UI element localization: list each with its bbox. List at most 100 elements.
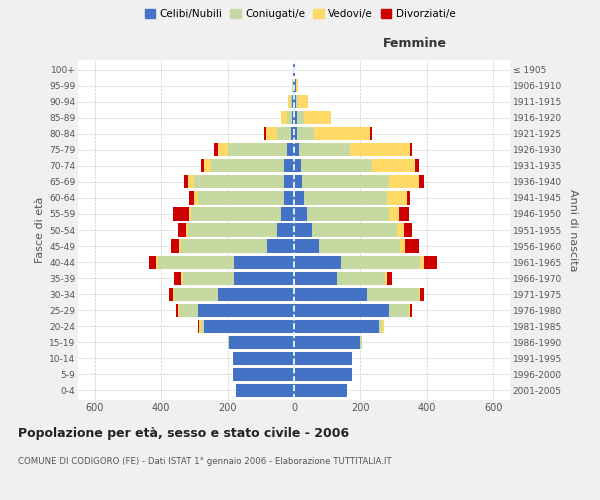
Bar: [314, 127, 370, 140]
Bar: [294, 336, 361, 349]
Bar: [234, 272, 294, 284]
Bar: [389, 176, 419, 188]
Legend: Celibi/Nubili, Coniugati/e, Vedovi/e, Divorziati/e: Celibi/Nubili, Coniugati/e, Vedovi/e, Di…: [140, 5, 460, 24]
Bar: [149, 256, 156, 268]
Bar: [294, 224, 312, 236]
Bar: [419, 176, 424, 188]
Bar: [294, 111, 298, 124]
Bar: [287, 111, 292, 124]
Bar: [281, 208, 294, 220]
Bar: [229, 336, 294, 349]
Bar: [234, 256, 294, 268]
Bar: [201, 320, 204, 333]
Bar: [296, 79, 298, 92]
Bar: [176, 304, 178, 317]
Bar: [294, 127, 298, 140]
Bar: [294, 256, 341, 268]
Text: COMUNE DI CODIGORO (FE) - Dati ISTAT 1° gennaio 2006 - Elaborazione TUTTITALIA.I: COMUNE DI CODIGORO (FE) - Dati ISTAT 1° …: [18, 458, 392, 466]
Bar: [287, 143, 294, 156]
Bar: [181, 272, 182, 284]
Bar: [350, 143, 410, 156]
Bar: [294, 240, 319, 252]
Bar: [290, 95, 292, 108]
Bar: [197, 192, 284, 204]
Bar: [277, 127, 290, 140]
Bar: [398, 208, 409, 220]
Bar: [420, 288, 424, 300]
Bar: [211, 160, 284, 172]
Bar: [173, 288, 175, 300]
Bar: [194, 192, 197, 204]
Bar: [389, 208, 398, 220]
Bar: [277, 224, 294, 236]
Bar: [294, 192, 304, 204]
Bar: [294, 176, 302, 188]
Bar: [424, 256, 437, 268]
Bar: [169, 288, 173, 300]
Bar: [218, 288, 294, 300]
Bar: [298, 95, 308, 108]
Bar: [298, 111, 304, 124]
Bar: [204, 160, 211, 172]
Bar: [227, 336, 229, 349]
Bar: [233, 368, 294, 381]
Bar: [190, 208, 191, 220]
Bar: [294, 63, 295, 76]
Bar: [194, 176, 284, 188]
Bar: [191, 208, 281, 220]
Bar: [367, 288, 419, 300]
Bar: [284, 192, 294, 204]
Bar: [156, 256, 158, 268]
Bar: [409, 304, 410, 317]
Bar: [385, 272, 387, 284]
Bar: [407, 192, 410, 204]
Bar: [188, 224, 277, 236]
Bar: [404, 224, 412, 236]
Bar: [204, 320, 294, 333]
Bar: [190, 192, 194, 204]
Bar: [299, 143, 350, 156]
Y-axis label: Fasce di età: Fasce di età: [35, 197, 45, 263]
Bar: [296, 95, 298, 108]
Bar: [197, 320, 199, 333]
Bar: [370, 127, 372, 140]
Bar: [179, 240, 181, 252]
Bar: [293, 79, 294, 92]
Bar: [382, 320, 384, 333]
Bar: [233, 352, 294, 365]
Bar: [264, 127, 266, 140]
Bar: [290, 127, 294, 140]
Bar: [379, 320, 382, 333]
Bar: [294, 368, 352, 381]
Bar: [186, 224, 188, 236]
Bar: [341, 256, 420, 268]
Bar: [294, 304, 389, 317]
Bar: [268, 240, 294, 252]
Bar: [227, 143, 287, 156]
Bar: [387, 272, 392, 284]
Bar: [387, 192, 407, 204]
Bar: [301, 160, 372, 172]
Bar: [266, 127, 277, 140]
Bar: [406, 240, 419, 252]
Bar: [178, 224, 186, 236]
Bar: [171, 240, 179, 252]
Bar: [294, 143, 299, 156]
Bar: [302, 176, 389, 188]
Bar: [188, 176, 194, 188]
Bar: [304, 192, 387, 204]
Bar: [281, 111, 287, 124]
Bar: [182, 272, 234, 284]
Bar: [319, 240, 400, 252]
Bar: [337, 272, 385, 284]
Bar: [292, 79, 293, 92]
Bar: [214, 143, 218, 156]
Bar: [312, 224, 397, 236]
Bar: [294, 384, 347, 397]
Bar: [158, 256, 234, 268]
Bar: [184, 176, 188, 188]
Bar: [201, 160, 204, 172]
Bar: [218, 143, 227, 156]
Bar: [410, 143, 412, 156]
Bar: [284, 176, 294, 188]
